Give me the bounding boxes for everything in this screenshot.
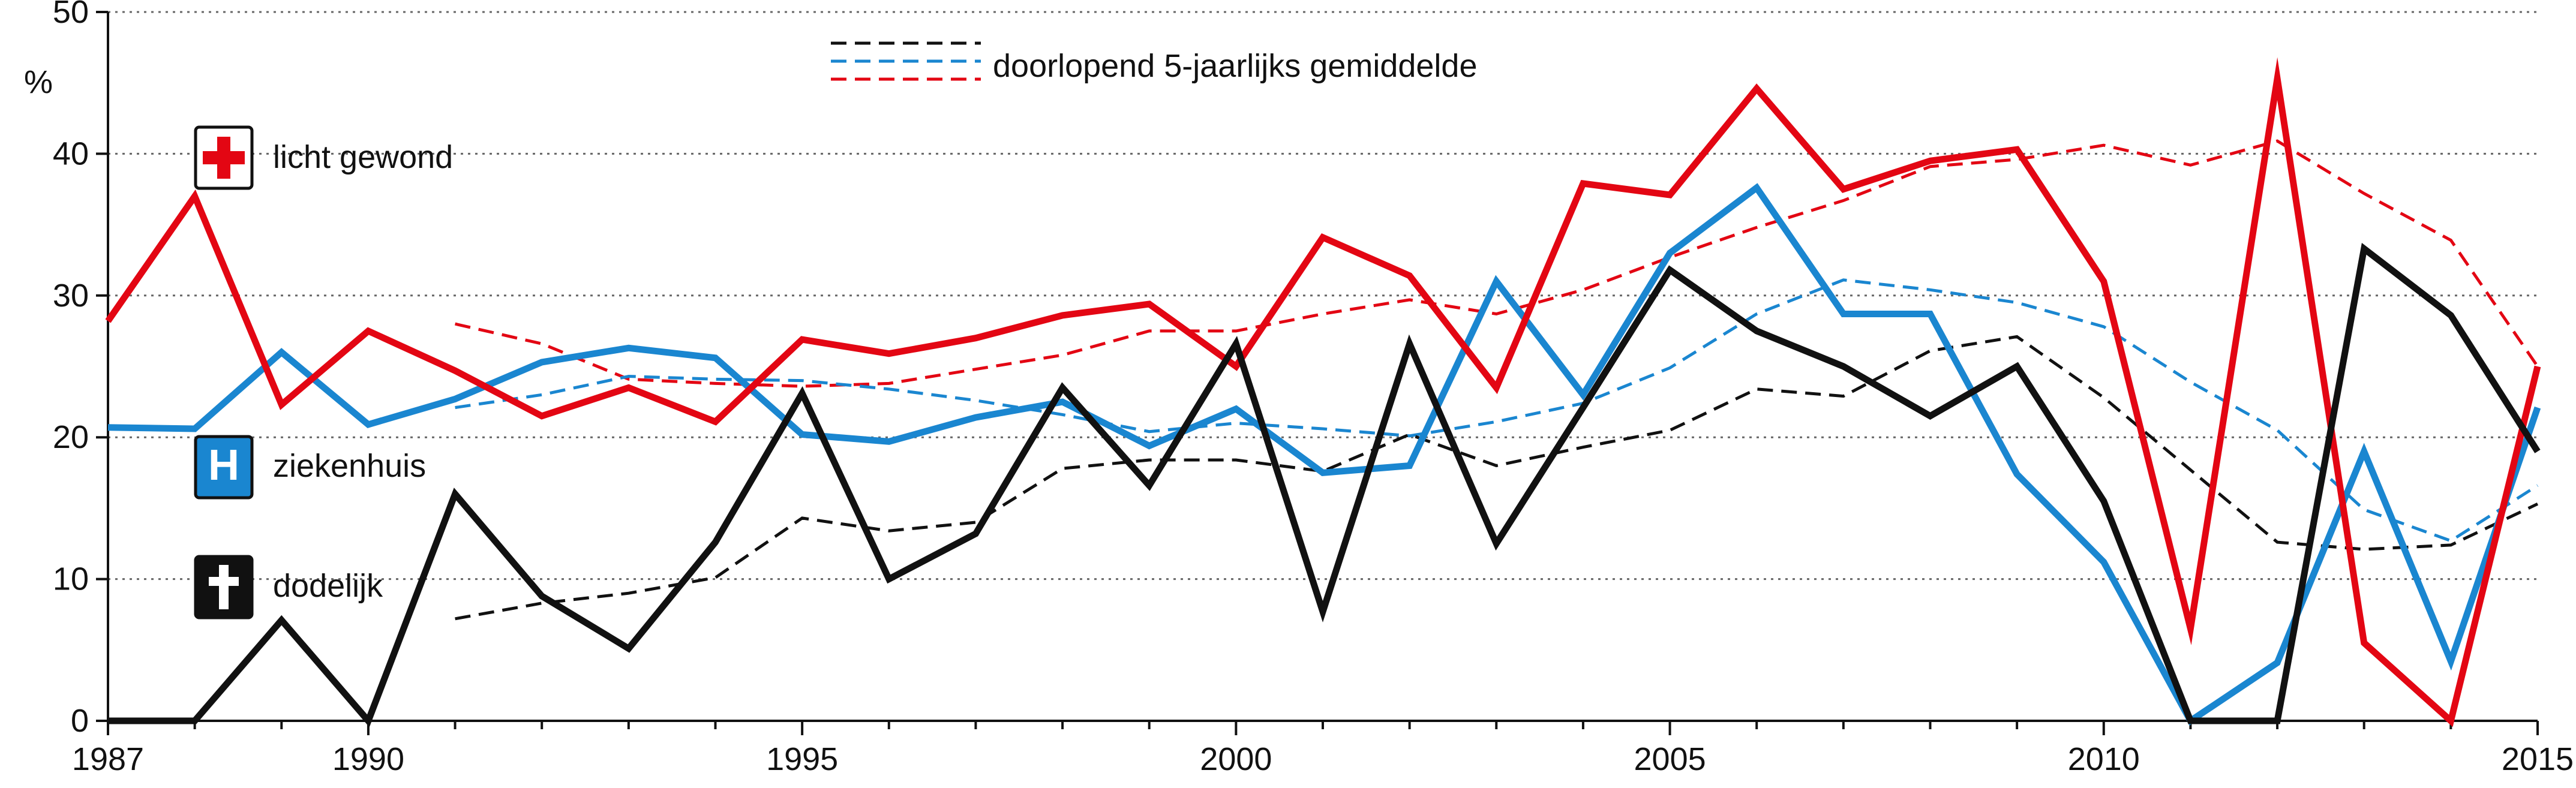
legend-moving-average-label: doorlopend 5-jaarlijks gemiddelde xyxy=(993,48,1478,84)
series-lines xyxy=(105,57,2541,727)
black-cross-icon xyxy=(194,555,254,619)
red-cross-icon xyxy=(194,125,254,190)
moving-average-line-dodelijk xyxy=(455,335,2539,621)
y-tick-label-30: 30 xyxy=(53,278,89,314)
legend: doorlopend 5-jaarlijks gemiddelde xyxy=(831,41,1478,84)
series-line-ziekenhuis xyxy=(107,183,2541,726)
x-tick-label-1995: 1995 xyxy=(766,741,838,777)
legend-dashes xyxy=(831,41,981,81)
y-tick-label-20: 20 xyxy=(53,419,89,455)
x-tick-label-1987: 1987 xyxy=(72,741,144,777)
series-name-ziekenhuis: ziekenhuis xyxy=(273,448,426,484)
series-label-licht-gewond: licht gewond xyxy=(194,125,453,190)
series-name-licht-gewond: licht gewond xyxy=(273,139,453,175)
y-tick-label-50: 50 xyxy=(53,0,89,30)
series-line-licht-gewond xyxy=(105,57,2541,727)
moving-average-lines xyxy=(455,139,2539,621)
series-label-dodelijk: dodelijk xyxy=(194,555,383,619)
series-line-dodelijk xyxy=(108,242,2541,727)
hospital-h-icon: H xyxy=(194,435,254,500)
svg-text:H: H xyxy=(208,441,239,489)
y-tick-label-0: 0 xyxy=(71,703,89,739)
y-tick-label-40: 40 xyxy=(53,136,89,172)
gridlines xyxy=(108,11,2538,581)
x-tick-label-2000: 2000 xyxy=(1200,741,1272,777)
x-tick-label-2015: 2015 xyxy=(2502,741,2574,777)
tick-labels: 0 10 20 30 40 50 1987 1990 1995 2000 2005 2010 2015 xyxy=(53,0,2574,777)
moving-average-line-ziekenhuis xyxy=(455,278,2539,543)
y-axis-label: % xyxy=(24,64,53,100)
moving-average-line-licht-gewond xyxy=(455,139,2539,388)
x-tick-label-1990: 1990 xyxy=(332,741,404,777)
y-tick-label-10: 10 xyxy=(53,561,89,597)
x-tick-label-2010: 2010 xyxy=(2068,741,2140,777)
series-label-ziekenhuis: H ziekenhuis xyxy=(194,435,426,500)
series-name-dodelijk: dodelijk xyxy=(273,568,383,604)
x-tick-label-2005: 2005 xyxy=(1634,741,1706,777)
